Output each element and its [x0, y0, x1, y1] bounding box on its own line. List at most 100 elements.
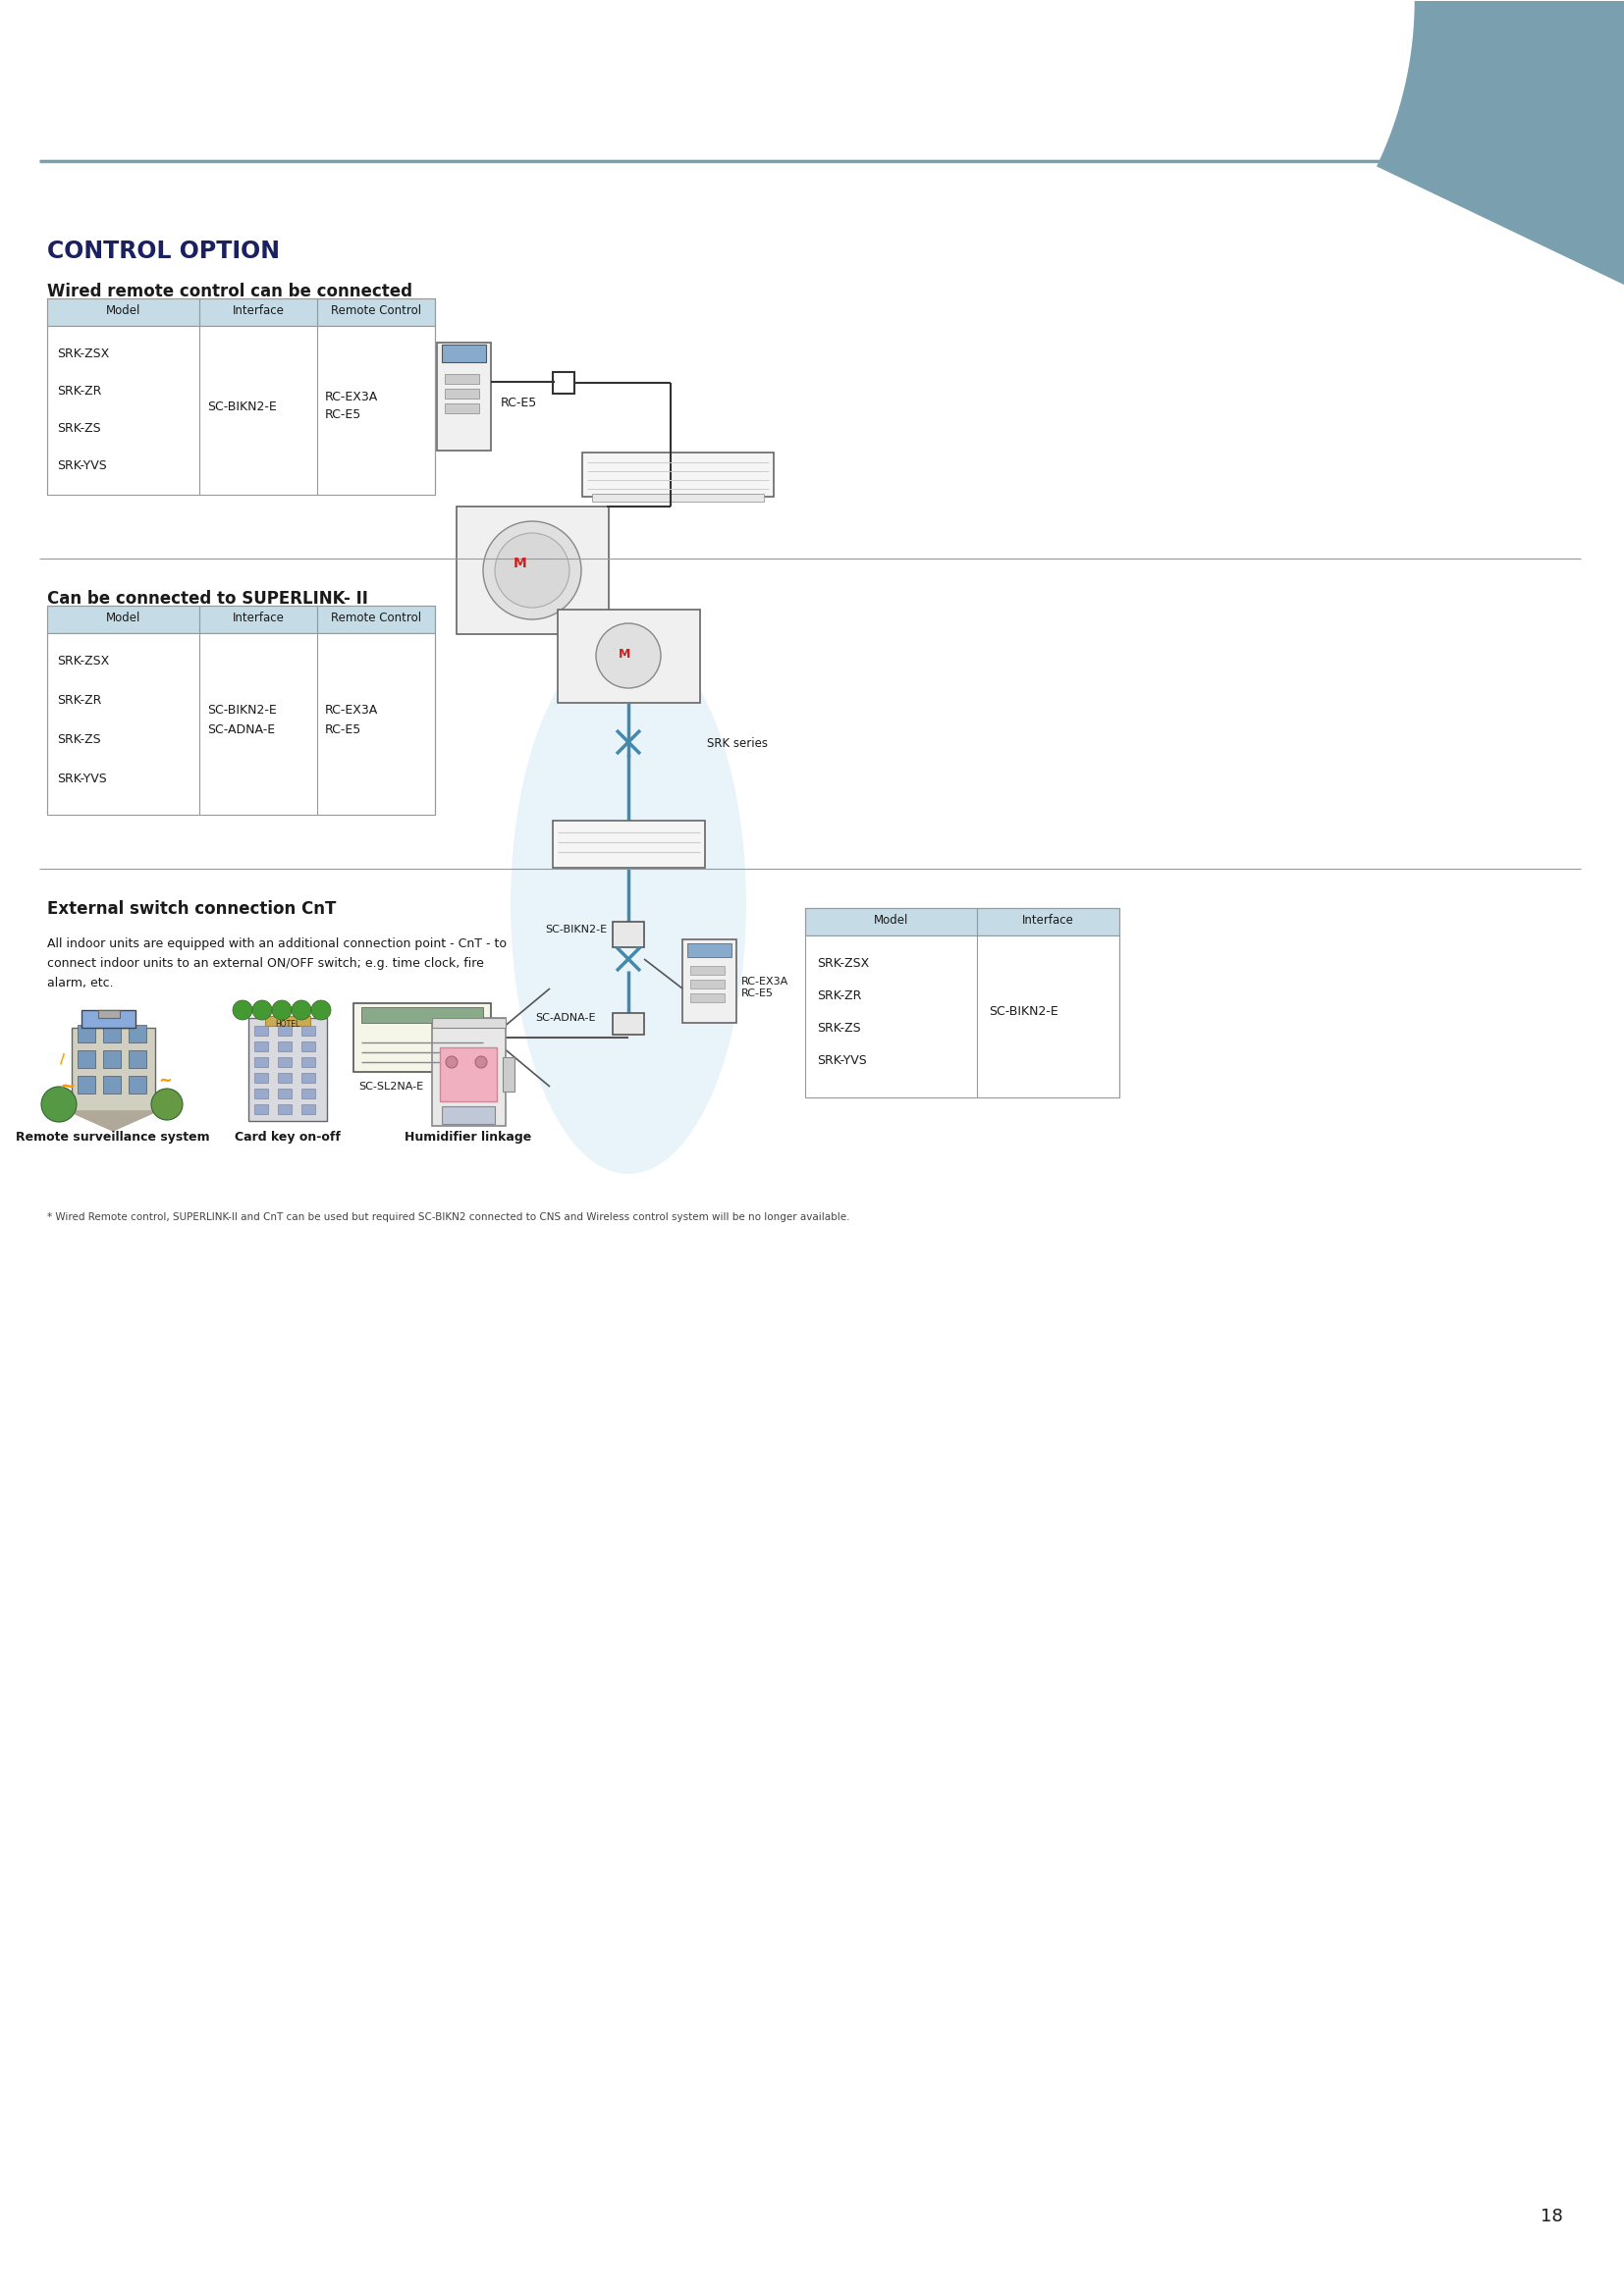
- Text: Card key on-off: Card key on-off: [235, 1132, 341, 1143]
- Text: Can be connected to SUPERLINK- II: Can be connected to SUPERLINK- II: [47, 590, 369, 608]
- Text: SRK-YVS: SRK-YVS: [57, 459, 107, 473]
- Bar: [255, 1072, 268, 1084]
- Bar: [552, 820, 705, 868]
- Bar: [255, 1026, 268, 1035]
- Text: Remote Control: Remote Control: [331, 305, 421, 317]
- Bar: [687, 944, 731, 957]
- Bar: [317, 298, 435, 326]
- Text: SC-BIKN2-E: SC-BIKN2-E: [989, 1006, 1059, 1017]
- Bar: [302, 1072, 315, 1084]
- Bar: [47, 298, 200, 326]
- Bar: [248, 1017, 326, 1120]
- Circle shape: [252, 1001, 271, 1019]
- Text: /: /: [60, 1052, 65, 1065]
- Bar: [317, 606, 435, 634]
- Text: SRK-YVS: SRK-YVS: [817, 1054, 867, 1068]
- Bar: [503, 1056, 515, 1091]
- Circle shape: [495, 533, 570, 608]
- Text: SRK-ZS: SRK-ZS: [817, 1022, 861, 1035]
- Text: * Wired Remote control, SUPERLINK-II and CnT can be used but required SC-BIKN2 c: * Wired Remote control, SUPERLINK-II and…: [47, 1212, 849, 1221]
- Circle shape: [41, 1086, 76, 1123]
- Bar: [445, 374, 479, 383]
- Text: RC-E5: RC-E5: [325, 723, 362, 737]
- Text: SRK-ZS: SRK-ZS: [57, 422, 101, 434]
- Bar: [361, 1008, 482, 1022]
- Circle shape: [271, 1001, 292, 1019]
- Bar: [278, 1042, 292, 1052]
- Text: External switch connection CnT: External switch connection CnT: [47, 900, 336, 918]
- Text: SRK-ZR: SRK-ZR: [817, 990, 861, 1003]
- Text: Remote surveillance system: Remote surveillance system: [16, 1132, 209, 1143]
- Bar: [47, 298, 435, 326]
- Bar: [78, 1024, 96, 1042]
- Text: Model: Model: [874, 914, 908, 928]
- Text: CONTROL OPTION: CONTROL OPTION: [47, 239, 279, 264]
- Text: Remote Control: Remote Control: [331, 611, 421, 625]
- Bar: [432, 1017, 505, 1125]
- Bar: [265, 1015, 310, 1026]
- Text: SC-BIKN2-E: SC-BIKN2-E: [208, 400, 276, 413]
- Ellipse shape: [510, 634, 745, 1173]
- Bar: [255, 1056, 268, 1068]
- Bar: [302, 1104, 315, 1114]
- Bar: [440, 1047, 497, 1102]
- Text: HOTEL: HOTEL: [276, 1019, 300, 1029]
- Bar: [71, 1029, 156, 1111]
- Bar: [456, 507, 609, 634]
- Bar: [102, 1024, 120, 1042]
- Text: RC-EX3A: RC-EX3A: [325, 705, 378, 716]
- Polygon shape: [1031, 0, 1624, 285]
- Bar: [682, 939, 736, 1022]
- Text: SRK-ZR: SRK-ZR: [57, 693, 101, 707]
- Bar: [255, 1042, 268, 1052]
- Bar: [445, 388, 479, 400]
- Text: Model: Model: [106, 305, 141, 317]
- Text: RC-EX3A
RC-E5: RC-EX3A RC-E5: [741, 976, 789, 999]
- Text: SC-BIKN2-E: SC-BIKN2-E: [208, 705, 276, 716]
- Text: SRK-ZR: SRK-ZR: [57, 386, 101, 397]
- Circle shape: [312, 1001, 331, 1019]
- Bar: [552, 372, 575, 393]
- Polygon shape: [68, 1111, 158, 1132]
- Bar: [302, 1026, 315, 1035]
- Bar: [978, 907, 1119, 934]
- Bar: [442, 1107, 495, 1125]
- Bar: [200, 606, 317, 634]
- Text: SRK-YVS: SRK-YVS: [57, 771, 107, 785]
- Bar: [255, 1104, 268, 1114]
- Bar: [612, 921, 645, 948]
- Circle shape: [445, 1056, 458, 1068]
- Bar: [81, 1010, 135, 1029]
- Text: SRK series: SRK series: [706, 737, 768, 751]
- Circle shape: [596, 622, 661, 689]
- Bar: [612, 1013, 645, 1035]
- Bar: [278, 1088, 292, 1097]
- Bar: [432, 1017, 505, 1029]
- Bar: [806, 934, 1119, 1097]
- Bar: [557, 608, 700, 703]
- Bar: [47, 606, 435, 634]
- Text: SC-BIKN2-E: SC-BIKN2-E: [546, 925, 607, 934]
- Text: RC-E5: RC-E5: [325, 409, 362, 420]
- Bar: [128, 1077, 146, 1093]
- Text: SC-ADNA-E: SC-ADNA-E: [536, 1013, 596, 1022]
- Bar: [593, 494, 763, 501]
- Bar: [690, 967, 724, 976]
- Bar: [78, 1077, 96, 1093]
- Bar: [302, 1042, 315, 1052]
- Bar: [690, 994, 724, 1003]
- Bar: [200, 298, 317, 326]
- Text: Interface: Interface: [232, 611, 284, 625]
- Bar: [102, 1049, 120, 1068]
- Text: 18: 18: [1540, 2209, 1562, 2225]
- Polygon shape: [1031, 0, 1624, 383]
- Text: alarm, etc.: alarm, etc.: [47, 976, 114, 990]
- Text: Interface: Interface: [1021, 914, 1073, 928]
- Text: M: M: [513, 556, 528, 569]
- Bar: [102, 1077, 120, 1093]
- Text: RC-EX3A: RC-EX3A: [325, 390, 378, 404]
- Bar: [278, 1104, 292, 1114]
- Bar: [442, 344, 486, 363]
- Bar: [302, 1056, 315, 1068]
- Bar: [47, 634, 435, 815]
